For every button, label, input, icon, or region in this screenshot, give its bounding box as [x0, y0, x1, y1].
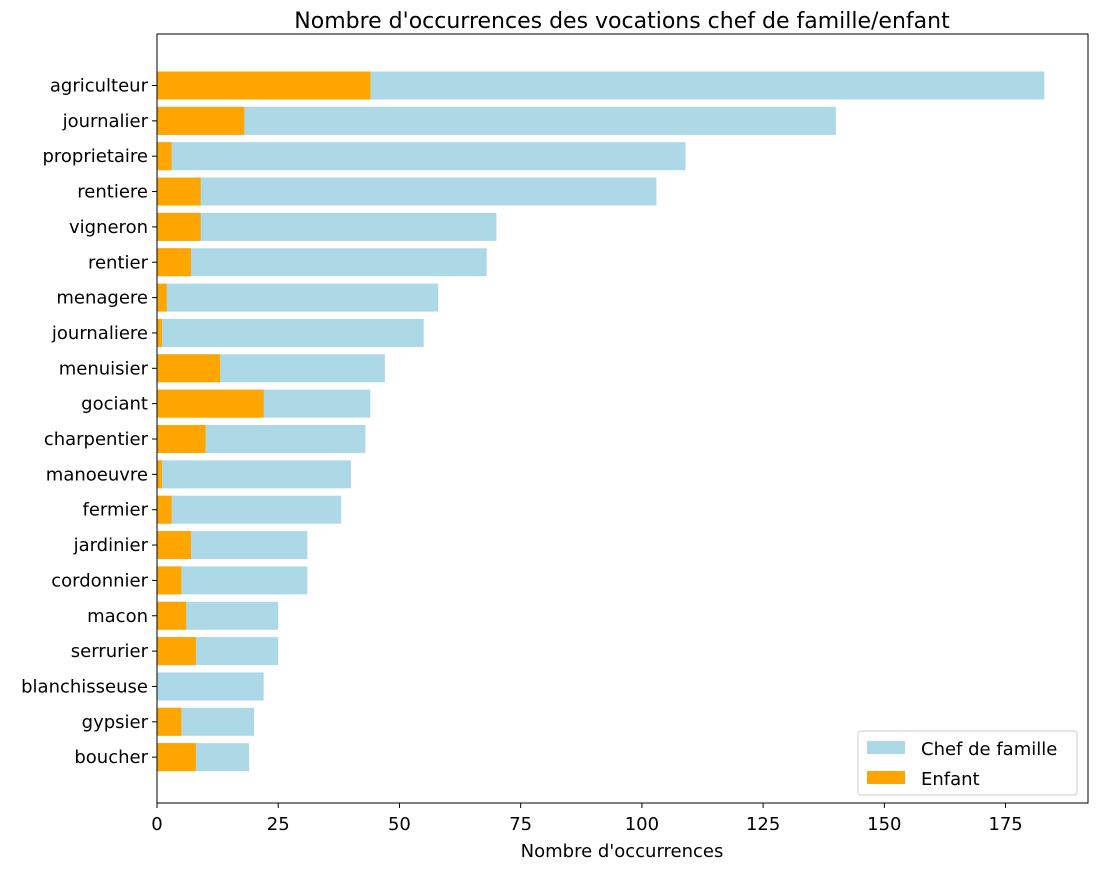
legend: Chef de famille Enfant: [857, 730, 1078, 796]
plot-frame: [156, 33, 1089, 804]
bar-chef-de-famille-manoeuvre: [157, 460, 351, 489]
legend-label-chef-de-famille: Chef de famille: [921, 739, 1057, 760]
y-tick-label-gypsier: gypsier: [82, 712, 149, 733]
bar-enfant-menuisier: [157, 354, 221, 383]
chart-title: Nombre d'occurrences des vocations chef …: [294, 9, 950, 34]
x-tick-label-100: 100: [625, 814, 659, 835]
bar-enfant-menagere: [157, 283, 167, 312]
bars-group: [157, 71, 1045, 772]
y-tick-label-gociant: gociant: [81, 394, 148, 415]
x-axis-ticks: 0 25 50 75 100 125 150 175: [151, 803, 1023, 835]
y-tick-label-cordonnier: cordonnier: [51, 570, 148, 591]
bar-enfant-gypsier: [157, 707, 182, 736]
bar-chef-de-famille-rentier: [157, 248, 487, 277]
bar-enfant-agriculteur: [157, 71, 371, 100]
y-axis-ticks: agriculteur journalier proprietaire rentier…: [21, 76, 157, 768]
bar-chef-de-famille-menagere: [157, 283, 439, 312]
bar-enfant-charpentier: [157, 425, 206, 453]
y-tick-label-boucher: boucher: [74, 747, 148, 768]
x-tick-label-25: 25: [267, 814, 290, 835]
bar-chef-de-famille-journalier: [157, 106, 836, 135]
x-tick-label-175: 175: [988, 814, 1022, 835]
legend-box: [857, 730, 1078, 796]
bar-chef-de-famille-proprietaire: [157, 142, 686, 171]
y-tick-label-fermier: fermier: [82, 500, 148, 521]
legend-swatch-chef-de-famille: [867, 741, 905, 754]
y-tick-label-menagere: menagere: [56, 288, 148, 309]
bar-chef-de-famille-vigneron: [157, 212, 497, 241]
y-tick-label-rentier: rentier: [88, 252, 149, 273]
bar-chef-de-famille-journaliere: [157, 318, 424, 347]
y-tick-label-charpentier: charpentier: [44, 429, 149, 450]
bar-chef-de-famille-rentiere: [157, 177, 657, 206]
y-tick-label-journaliere: journaliere: [51, 323, 148, 344]
bar-enfant-jardinier: [157, 531, 191, 560]
bar-enfant-gociant: [157, 389, 264, 418]
bar-enfant-macon: [157, 601, 187, 630]
bar-enfant-journaliere: [157, 318, 162, 347]
y-tick-label-blanchisseuse: blanchisseuse: [21, 676, 148, 697]
y-tick-label-manoeuvre: manoeuvre: [46, 464, 148, 485]
bar-chef-de-famille-cordonnier: [157, 566, 308, 595]
bar-chef-de-famille-blanchisseuse: [157, 672, 264, 701]
y-tick-label-proprietaire: proprietaire: [42, 146, 148, 167]
bar-enfant-proprietaire: [157, 142, 172, 171]
bar-enfant-manoeuvre: [157, 460, 162, 489]
y-tick-label-serrurier: serrurier: [71, 641, 149, 662]
legend-swatch-enfant: [867, 771, 905, 784]
bar-enfant-cordonnier: [157, 566, 182, 595]
bar-chef-de-famille-fermier: [157, 495, 342, 524]
y-tick-label-vigneron: vigneron: [69, 217, 148, 238]
x-tick-label-125: 125: [746, 814, 780, 835]
y-tick-label-agriculteur: agriculteur: [50, 76, 149, 97]
legend-label-enfant: Enfant: [921, 769, 980, 790]
y-tick-label-journalier: journalier: [62, 111, 149, 132]
x-tick-label-150: 150: [867, 814, 901, 835]
bar-enfant-boucher: [157, 743, 196, 772]
y-tick-label-menuisier: menuisier: [59, 358, 149, 379]
y-tick-label-macon: macon: [87, 606, 148, 627]
bar-enfant-rentier: [157, 248, 191, 277]
x-tick-label-50: 50: [388, 814, 411, 835]
bar-enfant-fermier: [157, 495, 172, 524]
x-tick-label-0: 0: [151, 814, 162, 835]
bar-enfant-rentiere: [157, 177, 201, 206]
bar-enfant-vigneron: [157, 212, 201, 241]
y-tick-label-jardinier: jardinier: [73, 535, 149, 556]
bar-enfant-serrurier: [157, 637, 196, 666]
y-tick-label-rentiere: rentiere: [77, 182, 148, 203]
x-axis-label: Nombre d'occurrences: [521, 841, 724, 862]
bar-enfant-journalier: [157, 106, 245, 135]
x-tick-label-75: 75: [509, 814, 532, 835]
